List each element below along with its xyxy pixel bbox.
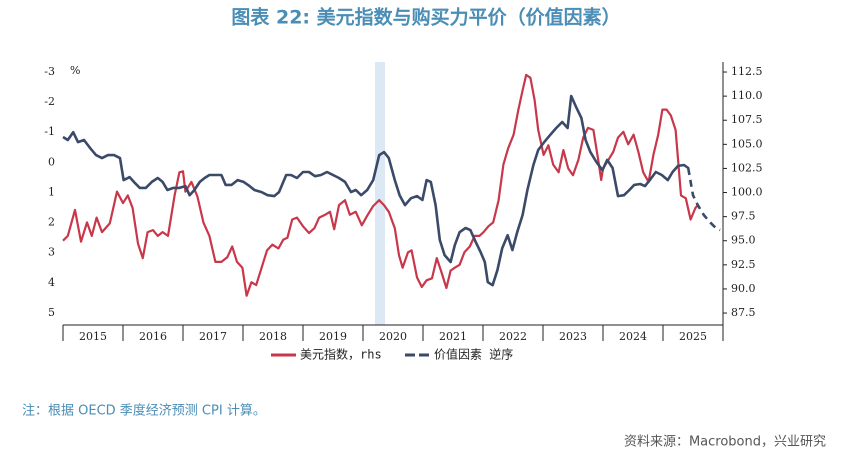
y2-tick-label: 90.0 — [731, 282, 756, 295]
y2-tick-label: 107.5 — [731, 113, 763, 126]
y-tick-label: -3 — [44, 65, 55, 78]
x-tick-label: 2023 — [559, 330, 587, 343]
x-tick-label: 2021 — [439, 330, 467, 343]
shaded-period — [375, 62, 385, 325]
y2-tick-label: 105.0 — [731, 137, 763, 150]
x-tick-label: 2022 — [499, 330, 527, 343]
legend-label: 价值因素 逆序 — [434, 347, 513, 362]
y-tick-label: 0 — [48, 155, 55, 168]
y-tick-label: 5 — [48, 306, 55, 319]
y-tick-label: 1 — [48, 185, 55, 198]
series-line — [62, 94, 721, 287]
y2-tick-label: 112.5 — [731, 65, 763, 78]
y2-tick-label: 102.5 — [731, 161, 763, 174]
y-axis-unit: % — [70, 64, 80, 77]
legend-label: 美元指数，rhs — [300, 347, 382, 362]
y2-tick-label: 92.5 — [731, 258, 756, 271]
source: 资料来源：Macrobond，兴业研究 — [624, 435, 826, 450]
x-tick-label: 2024 — [619, 330, 647, 343]
x-tick-label: 2018 — [259, 330, 287, 343]
x-tick-label: 2017 — [199, 330, 227, 343]
y2-tick-label: 110.0 — [731, 89, 763, 102]
y-tick-label: 2 — [48, 216, 55, 229]
x-tick-label: 2020 — [379, 330, 407, 343]
x-tick-label: 2019 — [319, 330, 347, 343]
y2-tick-label: 100.0 — [731, 186, 763, 199]
y-tick-label: 4 — [48, 276, 55, 289]
x-tick-label: 2015 — [79, 330, 107, 343]
chart-title: 图表 22: 美元指数与购买力平价（价值因素） — [231, 6, 620, 29]
x-tick-label: 2025 — [679, 330, 707, 343]
series-line — [62, 73, 699, 297]
y2-tick-label: 97.5 — [731, 210, 756, 223]
x-tick-label: 2016 — [139, 330, 167, 343]
y-tick-label: -2 — [44, 95, 55, 108]
y-tick-label: -1 — [44, 125, 55, 138]
y2-tick-label: 87.5 — [731, 306, 756, 319]
y2-tick-label: 95.0 — [731, 234, 756, 247]
y-tick-label: 3 — [48, 246, 55, 259]
note: 注：根据 OECD 季度经济预测 CPI 计算。 — [22, 403, 266, 419]
